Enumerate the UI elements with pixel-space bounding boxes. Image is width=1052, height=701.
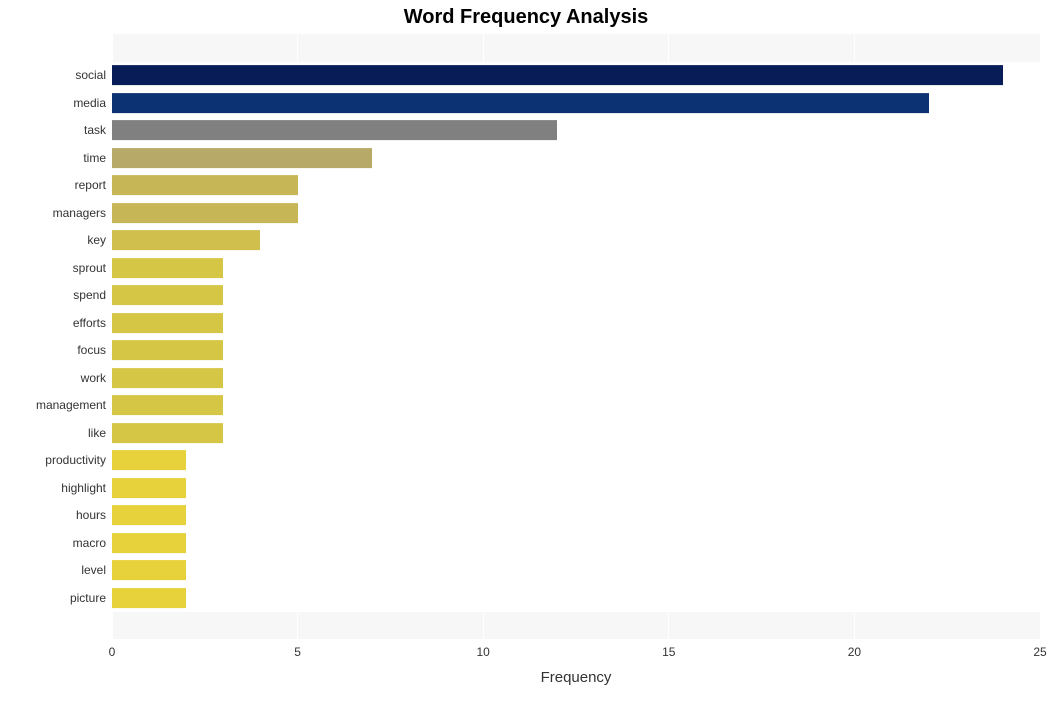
bar <box>112 340 223 360</box>
plot-area <box>112 34 1040 639</box>
bar-row <box>112 309 1040 337</box>
y-tick-label: productivity <box>45 453 106 467</box>
y-tick-label: focus <box>77 343 106 357</box>
x-tick-label: 25 <box>1033 645 1046 659</box>
word-frequency-chart: Word Frequency Analysis Frequency social… <box>0 0 1052 701</box>
bar-row <box>112 117 1040 145</box>
bar <box>112 93 929 113</box>
y-tick-label: efforts <box>73 316 106 330</box>
y-tick-label: management <box>36 398 106 412</box>
y-tick-label: work <box>81 371 106 385</box>
bar <box>112 148 372 168</box>
bar <box>112 203 298 223</box>
bar-row <box>112 337 1040 365</box>
bar <box>112 258 223 278</box>
bar-row <box>112 144 1040 172</box>
bar-row <box>112 557 1040 585</box>
y-tick-label: task <box>84 123 106 137</box>
bar-row <box>112 172 1040 200</box>
bar-row <box>112 392 1040 420</box>
bar <box>112 478 186 498</box>
y-tick-label: spend <box>73 288 106 302</box>
bar-row <box>112 502 1040 530</box>
x-axis-title: Frequency <box>112 669 1040 686</box>
y-tick-label: highlight <box>61 481 106 495</box>
bar <box>112 533 186 553</box>
x-tick-label: 0 <box>109 645 116 659</box>
x-tick-label: 10 <box>477 645 490 659</box>
bar-row <box>112 447 1040 475</box>
y-tick-label: hours <box>76 508 106 522</box>
x-tick-label: 5 <box>294 645 301 659</box>
bar <box>112 505 186 525</box>
y-tick-label: managers <box>53 206 106 220</box>
y-tick-label: media <box>73 96 106 110</box>
bar <box>112 175 298 195</box>
bar <box>112 285 223 305</box>
y-tick-label: like <box>88 426 106 440</box>
bar-row <box>112 199 1040 227</box>
y-tick-label: macro <box>73 536 106 550</box>
bar-row <box>112 584 1040 612</box>
bar <box>112 120 557 140</box>
y-tick-label: sprout <box>73 261 106 275</box>
y-tick-label: social <box>75 68 106 82</box>
bar <box>112 395 223 415</box>
chart-title: Word Frequency Analysis <box>0 6 1052 29</box>
bar-row <box>112 474 1040 502</box>
bar <box>112 65 1003 85</box>
bar-row <box>112 529 1040 557</box>
x-tick-label: 15 <box>662 645 675 659</box>
bar-row <box>112 89 1040 117</box>
bar-row <box>112 419 1040 447</box>
bar <box>112 313 223 333</box>
bar <box>112 450 186 470</box>
bar-row <box>112 62 1040 90</box>
bar <box>112 423 223 443</box>
y-tick-label: picture <box>70 591 106 605</box>
bar <box>112 368 223 388</box>
bar-row <box>112 227 1040 255</box>
bar <box>112 588 186 608</box>
bar <box>112 560 186 580</box>
y-tick-label: key <box>87 233 106 247</box>
bar <box>112 230 260 250</box>
x-tick-label: 20 <box>848 645 861 659</box>
bar-row <box>112 282 1040 310</box>
bar-row <box>112 254 1040 282</box>
bar-row <box>112 364 1040 392</box>
y-tick-label: level <box>81 563 106 577</box>
y-tick-label: time <box>83 151 106 165</box>
y-tick-label: report <box>75 178 106 192</box>
